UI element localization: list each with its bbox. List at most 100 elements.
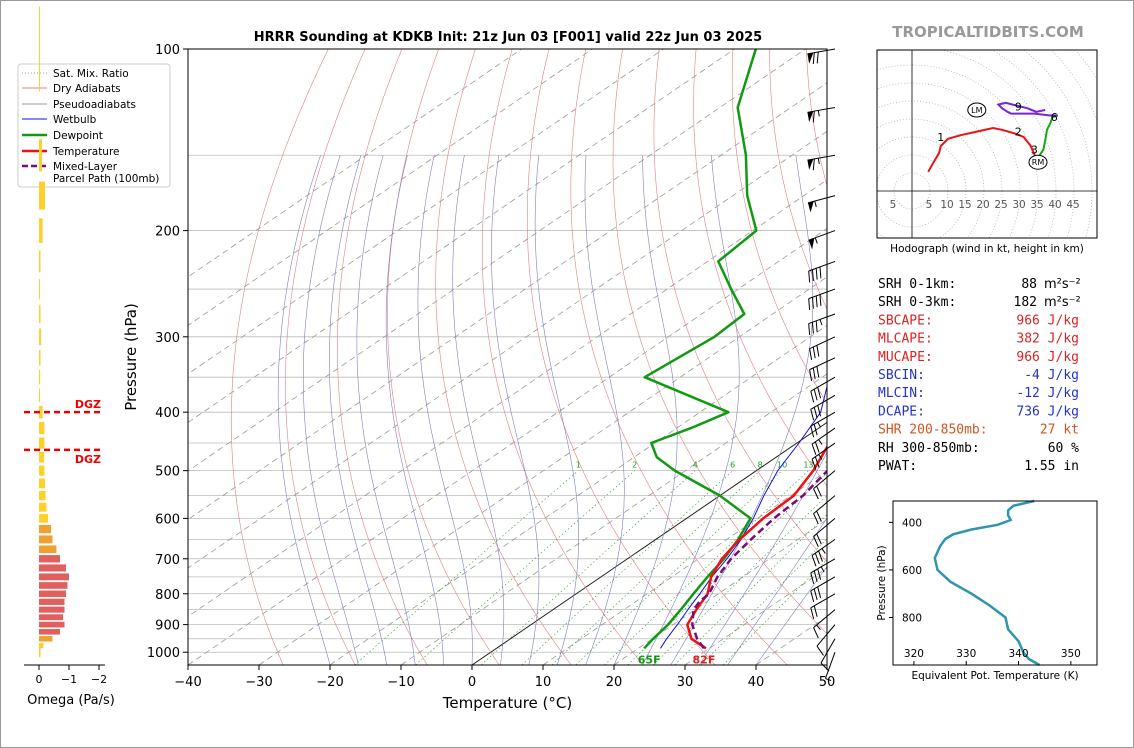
index-value: 88 xyxy=(1021,277,1037,292)
theta-e-x-tick-label: 330 xyxy=(956,648,976,660)
wind-barb-staff xyxy=(810,376,836,392)
mixing-ratio-label: 6 xyxy=(730,461,735,470)
wind-barb xyxy=(808,288,836,311)
wind-barb-full xyxy=(812,346,816,359)
hodo-storm-marker-label: LM xyxy=(971,106,982,115)
legend-entry: Wetbulb xyxy=(53,114,97,126)
omega-bar xyxy=(39,582,68,589)
omega-bar xyxy=(39,502,47,512)
theta-e-y-tick-label: 400 xyxy=(902,517,922,529)
isotherm xyxy=(826,664,827,665)
legend-entry: Pseudoadiabats xyxy=(53,99,136,111)
wind-barb-full xyxy=(810,426,815,438)
wind-barb-full xyxy=(811,458,817,470)
hodo-storm-marker xyxy=(1028,154,1048,170)
wind-barb xyxy=(810,394,836,421)
skewt-frame xyxy=(187,48,828,666)
dry-adiabat xyxy=(337,49,428,665)
dry-adiabat xyxy=(1101,49,1133,665)
mixing-ratio-line xyxy=(415,470,635,665)
theta-e-panel: 400 600 800 320 330 340 350 Equivalent Pot. Tem… xyxy=(876,499,1098,682)
omega-bar xyxy=(39,405,43,419)
hodo-height-label: 3 xyxy=(1031,144,1038,157)
index-value: -12 J/kg xyxy=(1016,386,1079,401)
wind-barb-half xyxy=(819,319,823,326)
wind-barb-staff xyxy=(807,48,836,55)
mixing-ratio-line xyxy=(604,470,809,665)
theta-e-x-tick-label: 320 xyxy=(904,648,924,660)
wind-barb-flag xyxy=(807,159,814,170)
wind-barb-full xyxy=(813,627,819,639)
dewpoint-profile xyxy=(643,49,758,650)
wind-barb-half xyxy=(825,678,832,682)
legend-entry: Mixed-Layer xyxy=(53,161,118,173)
theta-e-profile xyxy=(933,499,1041,667)
moist-adiabat xyxy=(698,451,827,665)
wind-barb xyxy=(811,427,836,456)
isotherm xyxy=(613,518,827,665)
wind-barb-full xyxy=(817,387,822,399)
wind-barb-full xyxy=(816,485,822,497)
x-axis-label: Temperature (°C) xyxy=(442,694,572,712)
hodo-ring-label: 40 xyxy=(1048,199,1061,211)
wind-barb-full xyxy=(813,513,819,525)
wind-barb xyxy=(807,195,836,213)
wind-barb-half xyxy=(814,200,817,207)
mixing-ratio-label: 8 xyxy=(758,461,763,470)
wind-barb-staff xyxy=(808,288,836,300)
x-tick-label: 20 xyxy=(606,675,623,690)
legend-entry: Dry Adiabats xyxy=(53,83,121,95)
dgz-bottom-label: DGZ xyxy=(75,453,101,466)
y-tick-label: 700 xyxy=(155,553,180,568)
wind-barb-full xyxy=(808,323,811,335)
y-tick-label: 800 xyxy=(155,588,180,603)
dry-adiabat xyxy=(612,49,827,635)
omega-bar xyxy=(39,514,48,523)
isotherm xyxy=(188,130,827,569)
hodo-ring-label: 5 xyxy=(926,199,933,211)
dry-adiabat xyxy=(653,49,827,563)
moist-adiabat xyxy=(491,155,540,665)
index-label: SRH 0-1km: xyxy=(878,277,956,292)
wind-barb-full xyxy=(817,568,822,580)
moist-adiabat xyxy=(534,155,579,665)
hodo-ring-label: 15 xyxy=(958,199,971,211)
wind-barb-flag xyxy=(807,111,814,123)
legend-entry: Sat. Mix. Ratio xyxy=(53,68,129,80)
hodo-storm-marker-label: RM xyxy=(1032,158,1045,167)
wind-barb-full xyxy=(817,586,822,599)
index-label: DCAPE: xyxy=(878,404,925,419)
omega-bar xyxy=(39,545,57,554)
wind-barb-full xyxy=(816,533,822,545)
index-label: SHR 200-850mb: xyxy=(878,423,988,438)
y-tick-label: 200 xyxy=(155,225,180,240)
wind-barb-staff xyxy=(810,576,836,592)
wind-barb xyxy=(816,624,836,656)
index-value: 966 J/kg xyxy=(1016,313,1079,328)
hodo-ring-label: 35 xyxy=(1030,199,1043,211)
wind-barb-full xyxy=(810,391,815,403)
isotherm xyxy=(188,49,664,375)
dry-adiabat xyxy=(435,49,572,665)
moist-adiabat xyxy=(303,155,359,665)
moist-adiabat xyxy=(385,155,444,665)
mixing-ratio-line xyxy=(521,470,733,665)
wind-barb-full xyxy=(811,443,817,456)
wind-barb xyxy=(809,357,836,381)
wind-barb-staff xyxy=(813,495,836,514)
wind-barb-full xyxy=(813,407,818,419)
mixing-ratio-line xyxy=(354,470,579,665)
mixing-ratio-line xyxy=(653,495,827,665)
index-label: SBCIN: xyxy=(878,368,925,383)
omega-bar xyxy=(39,524,51,534)
wind-barb-full xyxy=(813,536,819,547)
mixing-ratio-line xyxy=(627,472,827,665)
index-value: -4 J/kg xyxy=(1024,368,1079,383)
wind-barb xyxy=(811,538,836,567)
wind-barb-full xyxy=(814,441,820,453)
wind-barb-full xyxy=(813,605,818,617)
isotherm xyxy=(400,373,827,665)
wind-barb-staff xyxy=(810,394,836,410)
wind-barb-staff xyxy=(810,558,836,574)
index-value: 966 J/kg xyxy=(1016,350,1079,365)
